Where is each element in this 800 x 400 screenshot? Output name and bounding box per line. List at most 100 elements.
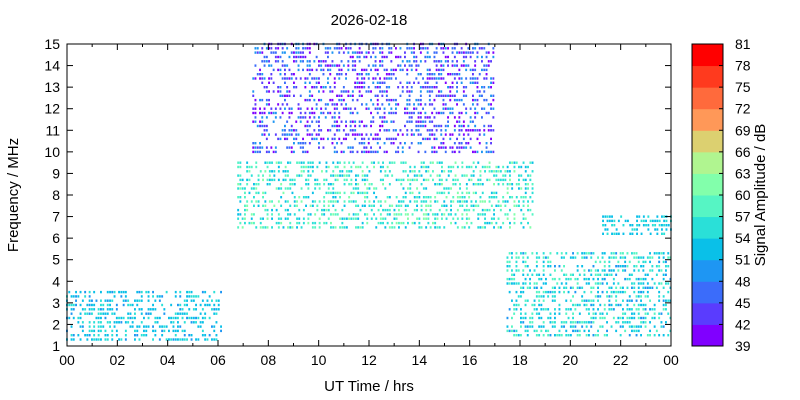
data-point — [599, 303, 602, 307]
data-point — [529, 178, 532, 182]
data-point — [367, 142, 370, 145]
data-point — [422, 120, 424, 123]
data-point — [610, 308, 613, 311]
data-point — [318, 221, 321, 225]
data-point — [669, 277, 672, 281]
data-point — [533, 282, 536, 285]
data-point — [338, 116, 341, 119]
data-point — [79, 316, 82, 320]
data-point — [440, 90, 443, 93]
data-point — [308, 51, 311, 54]
data-point — [351, 120, 354, 123]
data-point — [612, 282, 615, 285]
data-point — [201, 334, 204, 337]
data-point — [383, 129, 386, 132]
data-point — [115, 303, 118, 307]
data-point — [615, 273, 618, 276]
data-point — [535, 286, 538, 289]
data-point — [531, 325, 534, 328]
data-point — [420, 174, 423, 177]
data-point — [195, 303, 197, 307]
data-point — [538, 303, 541, 307]
data-point — [120, 295, 123, 298]
data-point — [419, 90, 422, 93]
data-point — [217, 299, 220, 302]
data-point — [341, 174, 344, 177]
data-point — [140, 308, 143, 311]
data-point — [592, 299, 595, 302]
data-point — [636, 219, 638, 223]
data-point — [474, 47, 477, 50]
data-point — [425, 226, 428, 229]
data-point — [469, 137, 472, 141]
data-point — [511, 329, 513, 333]
data-point — [456, 120, 458, 123]
data-point — [195, 295, 197, 298]
data-point — [490, 204, 493, 207]
data-point — [610, 252, 613, 255]
data-point — [531, 213, 534, 216]
data-point — [195, 321, 197, 324]
data-point — [651, 316, 654, 320]
data-point — [502, 178, 505, 182]
data-point — [456, 196, 459, 199]
data-point — [323, 213, 326, 216]
data-point — [289, 221, 292, 225]
data-point — [370, 146, 372, 149]
data-point — [508, 260, 511, 264]
data-point — [415, 64, 418, 67]
data-point — [590, 286, 593, 289]
data-point — [515, 303, 518, 307]
data-point — [288, 68, 291, 72]
data-point — [565, 321, 568, 324]
data-point — [265, 47, 268, 50]
data-point — [250, 221, 253, 225]
data-point — [435, 60, 438, 63]
data-point — [617, 282, 620, 285]
data-point — [280, 217, 283, 220]
data-point — [418, 217, 421, 220]
data-point — [281, 129, 284, 132]
data-point — [115, 334, 118, 337]
data-point — [72, 295, 75, 298]
data-point — [524, 329, 527, 333]
data-point — [398, 213, 400, 216]
data-point — [115, 329, 118, 333]
data-point — [361, 68, 363, 72]
data-point — [271, 217, 273, 220]
y-tick-label: 4 — [52, 273, 60, 289]
data-point — [311, 221, 314, 225]
data-point — [465, 165, 468, 169]
data-point — [572, 273, 574, 276]
data-point — [330, 213, 332, 216]
data-point — [404, 226, 407, 229]
data-point — [325, 221, 328, 225]
data-point — [355, 183, 357, 186]
data-point — [177, 316, 179, 320]
data-point — [385, 55, 388, 59]
data-point — [417, 150, 420, 154]
data-point — [628, 277, 631, 281]
data-point — [538, 299, 541, 302]
data-point — [549, 252, 552, 255]
data-point — [462, 60, 465, 63]
data-point — [445, 178, 448, 182]
data-point — [259, 124, 261, 128]
data-point — [531, 161, 534, 164]
data-point — [379, 60, 381, 63]
data-point — [239, 183, 242, 186]
data-point — [462, 90, 465, 93]
data-point — [520, 196, 523, 199]
data-point — [250, 213, 253, 216]
data-point — [315, 77, 318, 80]
data-point — [662, 295, 665, 298]
data-point — [416, 208, 418, 212]
data-point — [370, 55, 372, 59]
data-point — [265, 124, 268, 128]
data-point — [417, 73, 420, 76]
data-point — [354, 137, 357, 141]
data-point — [271, 161, 273, 164]
data-point — [549, 273, 552, 276]
data-point — [574, 256, 577, 259]
data-point — [315, 103, 318, 106]
